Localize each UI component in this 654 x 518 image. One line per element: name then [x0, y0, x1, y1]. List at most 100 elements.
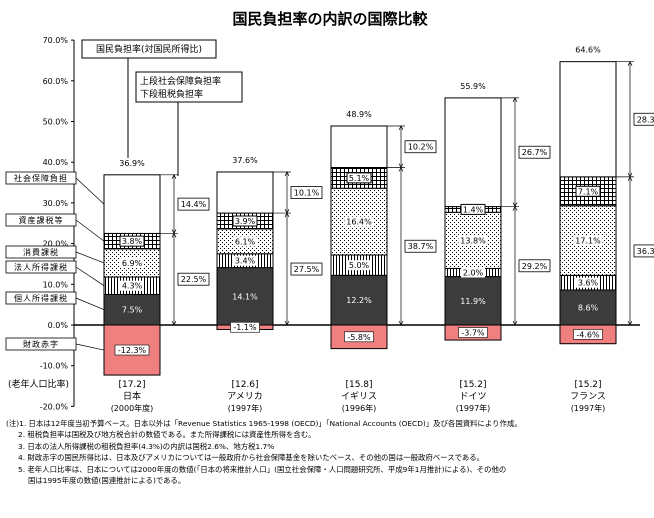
bar-segment-personal [216, 267, 274, 326]
note-line: 国は1995年度の数値(国連推計による)である。 [28, 476, 186, 486]
y-tick-label: 50.0% [43, 118, 69, 127]
bar-group: 12.2% 5.0% 16.4% 5.1% -5.8% 48.9% 10.2% 38.7% [330, 110, 437, 350]
bar-segment-social [444, 97, 502, 208]
total-value-label: 48.9% [346, 110, 372, 119]
deficit-value-label: -4.6% [576, 330, 600, 339]
elderly-ratio-value: [15.2] [459, 380, 486, 390]
data-year: (2000年度) [111, 403, 154, 413]
segment-value-label: 17.1% [575, 237, 601, 246]
deficit-value-label: -1.1% [233, 323, 257, 332]
bars: 7.5% 4.3% 6.9% 3.8% -12.3% 36.9% 14.4% 22.5% 14.… [103, 46, 654, 376]
elderly-ratio-value: [15.8] [345, 380, 372, 390]
data-year: (1997年) [571, 403, 606, 413]
tax-rate-label: 29.2% [522, 262, 548, 271]
social-security-rate-label: 14.4% [181, 200, 207, 209]
segment-value-label: 16.4% [346, 218, 372, 227]
segment-value-label: 3.8% [122, 237, 143, 246]
notes: (注)1. 日本は12年度当初予算ベース。日本以外は「Revenue Stati… [6, 418, 650, 486]
y-tick-label: 20.0% [43, 240, 69, 249]
y-tick-label: 60.0% [43, 77, 69, 86]
tax-rate-label: 22.5% [181, 275, 207, 284]
total-value-label: 36.9% [119, 159, 145, 168]
y-tick-label: 30.0% [43, 199, 69, 208]
legend-total-label: 国民負担率(対国民所得比) [96, 43, 202, 55]
social-security-rate-label: 10.2% [408, 143, 434, 152]
country-name: フランス [570, 391, 606, 402]
elderly-ratio-value: [12.6] [231, 380, 258, 390]
segment-value-label: 1.4% [463, 205, 484, 214]
segment-value-label: 2.0% [463, 268, 484, 277]
segment-value-label: 4.3% [122, 282, 143, 291]
tax-rate-label: 38.7% [408, 242, 434, 251]
bar-segment-social [330, 125, 388, 168]
tax-rate-label: 27.5% [294, 265, 320, 274]
component-label-corporate: 法人所得課税 [14, 262, 68, 272]
category-labels: [17.2]日本(2000年度)[12.6]アメリカ(1997年)[15.8]イ… [111, 380, 606, 413]
segment-value-label: 7.1% [578, 187, 599, 196]
segment-value-label: 5.0% [349, 261, 370, 270]
elderly-ratio-value: [15.2] [574, 380, 601, 390]
deficit-value-label: -3.7% [461, 329, 485, 338]
component-label-social: 社会保障負担 [14, 173, 68, 183]
country-name: アメリカ [227, 391, 263, 402]
deficit-value-label: -12.3% [118, 346, 147, 355]
bar-group: 8.6% 3.6% 17.1% 7.1% -4.6% 64.6% 28.3% 36.3% [559, 46, 654, 345]
bar-segment-social [216, 171, 274, 214]
country-name: イギリス [341, 391, 377, 402]
segment-value-label: 3.6% [578, 279, 599, 288]
component-label-deficit: 財政赤字 [23, 339, 59, 349]
note-line: 5. 老年人口比率は、日本については2000年度の数値(「日本の将来推計人口」(… [18, 464, 507, 474]
social-security-rate-label: 28.3% [637, 115, 654, 124]
total-value-label: 64.6% [575, 46, 601, 55]
y-tick-label: 40.0% [43, 158, 69, 167]
segment-value-label: 13.8% [460, 236, 486, 245]
segment-value-label: 5.1% [349, 174, 370, 183]
elderly-ratio-label: (老年人口比率) [8, 378, 69, 390]
component-label-personal: 個人所得課税 [14, 293, 68, 303]
segment-value-label: 7.5% [122, 306, 143, 315]
segment-value-label: 8.6% [578, 303, 599, 312]
segment-value-label: 14.1% [232, 292, 258, 301]
data-year: (1996年) [342, 403, 377, 413]
bar-segment-personal [103, 293, 161, 326]
y-tick-label: -10.0% [40, 362, 69, 371]
data-year: (1997年) [456, 403, 491, 413]
tax-rate-label: 36.3% [637, 247, 654, 256]
y-tick-label: 10.0% [43, 280, 69, 289]
segment-value-label: 3.9% [235, 217, 256, 226]
legend-upper-label: 上段社会保障負担率 [140, 75, 221, 87]
total-value-label: 55.9% [460, 82, 486, 91]
y-tick-label: 70.0% [43, 36, 69, 45]
segment-value-label: 3.4% [235, 257, 256, 266]
legend-top: 国民負担率(対国民所得比) 上段社会保障負担率 下段租税負担率 [81, 39, 243, 176]
bar-segment-social [559, 61, 617, 178]
note-line: (注)1. 日本は12年度当初予算ベース。日本以外は「Revenue Stati… [6, 419, 522, 428]
segment-value-label: 11.9% [460, 297, 486, 306]
note-line: 3. 日本の法人所得課税の租税負担率(4.3%)の内訳は国税2.6%、地方税1.… [18, 441, 275, 451]
elderly-ratio-value: [17.2] [118, 380, 145, 390]
bar-group: 14.1% 3.4% 6.1% 3.9% -1.1% 37.6% 10.1% 27.5% [216, 156, 323, 333]
segment-value-label: 12.2% [346, 296, 372, 305]
country-name: 日本 [123, 390, 141, 402]
note-line: 4. 財政赤字の国民所得比は、日本及びアメリカについては一般政府から社会保障基金… [18, 453, 485, 463]
component-label-consumption: 消費課税 [23, 247, 59, 257]
bar-segment-social [103, 174, 161, 234]
data-year: (1997年) [228, 403, 263, 413]
segment-value-label: 6.1% [235, 237, 256, 246]
country-name: ドイツ [459, 392, 486, 402]
legend-lower-label: 下段租税負担率 [140, 88, 203, 100]
social-security-rate-label: 10.1% [294, 189, 320, 198]
segment-value-label: 6.9% [122, 259, 143, 268]
y-tick-label: -20.0% [40, 402, 69, 411]
chart: 国民負担率の内訳の国際比較 70.0% 60.0% 50.0% 40.0% 30.0% 2… [5, 10, 654, 413]
chart-title: 国民負担率の内訳の国際比較 [232, 10, 428, 28]
y-tick-label: 0.0% [48, 321, 69, 330]
total-value-label: 37.6% [232, 156, 258, 165]
deficit-value-label: -5.8% [347, 333, 371, 342]
bar-group: 11.9% 2.0% 13.8% 1.4% -3.7% 55.9% 26.7% 29.2% [444, 82, 551, 341]
component-label-asset: 資産課税等 [19, 215, 64, 225]
note-line: 2. 租税負担率は国税及び地方税合計の数値である。また所得課税には資産性所得を含… [18, 430, 316, 440]
bar-group: 7.5% 4.3% 6.9% 3.8% -12.3% 36.9% 14.4% 22.5% [103, 159, 210, 376]
social-security-rate-label: 26.7% [522, 148, 548, 157]
